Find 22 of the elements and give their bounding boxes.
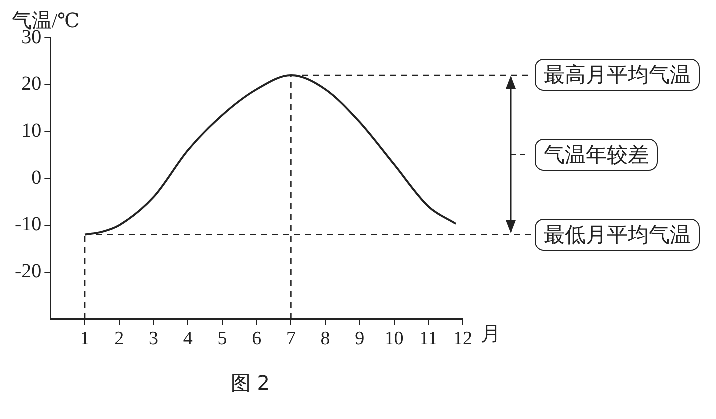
x-tick-label: 2: [114, 328, 124, 350]
y-tick-label: 0: [32, 166, 42, 189]
ref-line-label: 最低月平均气温: [535, 218, 700, 251]
x-tick-label: 5: [218, 328, 228, 350]
x-tick-label: 11: [419, 328, 438, 350]
x-tick-label: 6: [252, 328, 262, 350]
y-tick-label: 20: [22, 73, 42, 96]
x-tick-label: 4: [183, 328, 194, 350]
x-tick-label: 12: [454, 328, 472, 350]
x-tick-label: 1: [80, 328, 90, 350]
x-axis-title: 月: [481, 323, 501, 346]
y-tick-label: -10: [14, 214, 42, 236]
x-tick-label: 10: [384, 328, 404, 350]
x-tick-label: 8: [320, 328, 330, 350]
x-tick-label: 7: [286, 328, 296, 350]
ref-line-label: 最高月平均气温: [535, 59, 700, 92]
text: 气温年较差: [535, 139, 658, 172]
y-tick-label: 10: [22, 120, 42, 142]
caption: 图 2: [230, 370, 272, 397]
x-tick-label: 3: [148, 328, 158, 350]
x-tick-label: 9: [355, 328, 365, 350]
y-tick-label: -20: [14, 260, 42, 283]
